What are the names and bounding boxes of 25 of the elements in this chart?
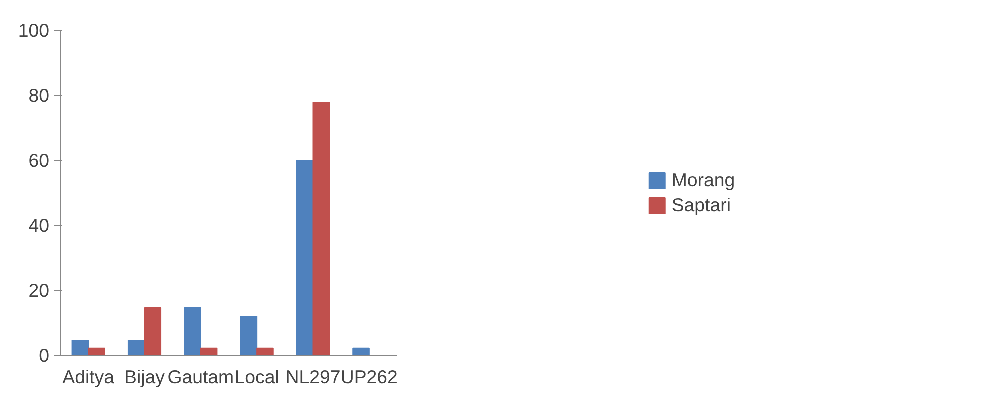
bar xyxy=(312,102,330,356)
x-tick-label: Local xyxy=(234,366,280,388)
x-tick-label: Aditya xyxy=(62,366,116,388)
bar xyxy=(200,348,218,356)
bar xyxy=(88,348,106,356)
bar xyxy=(144,308,162,356)
y-tick-label: 80 xyxy=(28,85,50,106)
bar xyxy=(296,160,314,356)
y-tick-label: 0 xyxy=(39,345,50,366)
legend-label: Morang xyxy=(672,169,736,191)
legend-label: Saptari xyxy=(672,194,731,216)
bar xyxy=(184,308,202,356)
x-tick-label: UP262 xyxy=(340,366,398,388)
x-tick-label: NL297 xyxy=(286,366,341,388)
y-tick-label: 100 xyxy=(18,20,50,41)
y-tick-label: 20 xyxy=(28,280,50,301)
bar xyxy=(128,340,146,356)
y-tick-label: 40 xyxy=(28,215,50,236)
bar xyxy=(352,348,370,356)
x-tick-label: Gautam xyxy=(168,366,234,388)
bar xyxy=(256,348,274,356)
bar xyxy=(240,316,258,356)
x-tick-label: Bijay xyxy=(124,366,166,388)
y-tick-label: 60 xyxy=(28,150,50,171)
bar xyxy=(72,340,90,356)
